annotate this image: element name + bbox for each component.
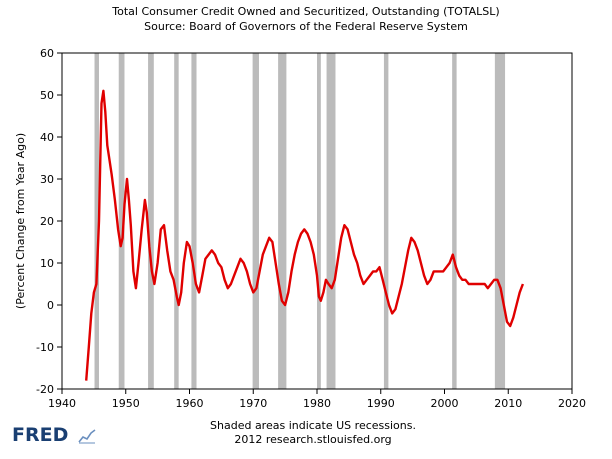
- x-tick-label: 1940: [48, 397, 76, 410]
- recession-band: [494, 53, 506, 389]
- source-url: 2012 research.stlouisfed.org: [234, 433, 391, 446]
- x-tick-label: 1980: [303, 397, 331, 410]
- recession-band: [278, 53, 287, 389]
- y-axis: -20 -10 0 10 20 30 40 50 60: [36, 47, 62, 396]
- recession-band: [174, 53, 179, 389]
- x-tick-label: 2020: [558, 397, 586, 410]
- y-axis-label: (Percent Change from Year Ago): [14, 133, 27, 309]
- recession-band: [326, 53, 336, 389]
- x-tick-label: 2000: [431, 397, 459, 410]
- recession-band: [118, 53, 125, 389]
- recession-bands: [94, 53, 506, 389]
- chart-icon: [78, 429, 96, 444]
- recession-note: Shaded areas indicate US recessions.: [210, 419, 416, 432]
- series-line-totalsl: [85, 89, 525, 381]
- recession-band: [317, 53, 321, 389]
- y-tick-label: 20: [40, 215, 54, 228]
- x-tick-label: 1990: [367, 397, 395, 410]
- x-tick-label: 1970: [239, 397, 267, 410]
- y-tick-label: 30: [40, 173, 54, 186]
- y-tick-label: -20: [36, 383, 54, 396]
- x-tick-label: 1950: [112, 397, 140, 410]
- y-tick-label: 40: [40, 131, 54, 144]
- recession-band: [383, 53, 389, 389]
- y-tick-label: -10: [36, 341, 54, 354]
- y-tick-label: 60: [40, 47, 54, 60]
- chart-title: Total Consumer Credit Owned and Securiti…: [111, 5, 499, 18]
- recession-band: [94, 53, 99, 389]
- x-axis: 1940 1950 1960 1970 1980 1990 2000 2010 2020: [48, 389, 586, 410]
- y-tick-label: 10: [40, 257, 54, 270]
- y-tick-label: 50: [40, 89, 54, 102]
- recession-band: [252, 53, 259, 389]
- fred-logo: FRED: [12, 424, 69, 446]
- y-tick-label: 0: [47, 299, 54, 312]
- series-group: [85, 89, 525, 381]
- recession-band: [452, 53, 457, 389]
- chart-subtitle: Source: Board of Governors of the Federa…: [144, 20, 468, 33]
- recession-band: [148, 53, 154, 389]
- x-tick-label: 1960: [176, 397, 204, 410]
- x-tick-label: 2010: [494, 397, 522, 410]
- recession-band: [191, 53, 197, 389]
